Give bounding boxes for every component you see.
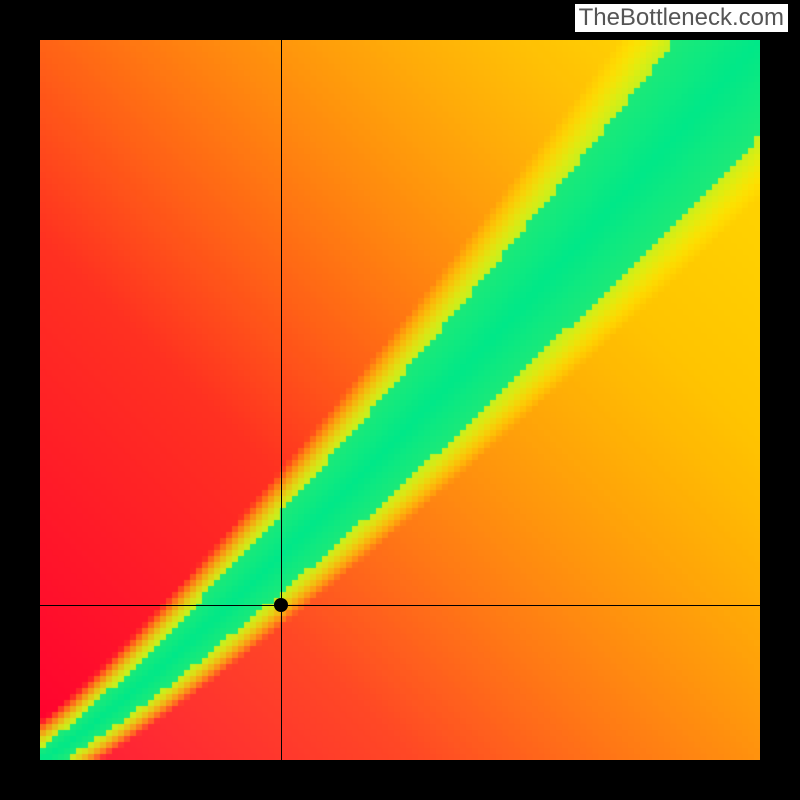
marker-dot — [274, 598, 288, 612]
crosshair-vertical — [281, 40, 282, 760]
crosshair-horizontal — [40, 605, 760, 606]
chart-container: TheBottleneck.com — [0, 0, 800, 800]
plot-area — [40, 40, 760, 760]
attribution-label: TheBottleneck.com — [575, 4, 788, 32]
heatmap-canvas — [40, 40, 760, 760]
